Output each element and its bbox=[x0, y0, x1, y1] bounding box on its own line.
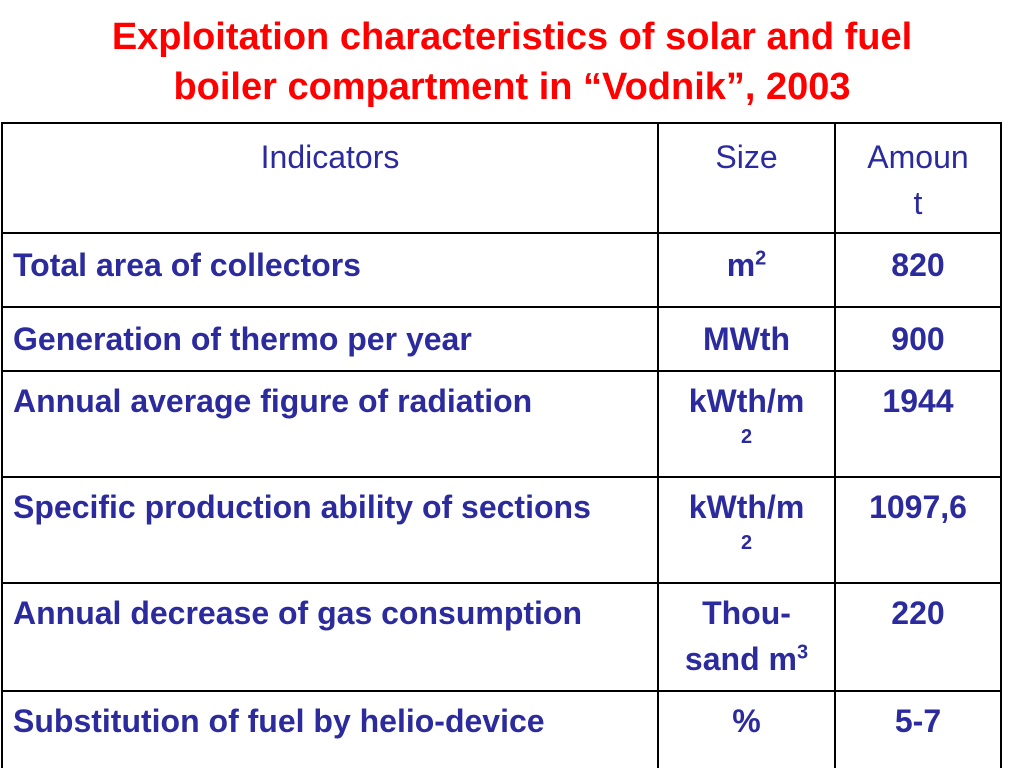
row-size: % bbox=[657, 690, 836, 768]
title-line-1: Exploitation characteristics of solar an… bbox=[111, 16, 913, 58]
row-size: kWth/m 2 bbox=[657, 476, 836, 584]
characteristics-table: Indicators Size Amoun t Total area of co… bbox=[1, 122, 1002, 768]
size-unit: kWth/m bbox=[688, 489, 805, 525]
title-line-2: boiler compartment in “Vodnik”, 2003 bbox=[173, 66, 851, 108]
row-size: m2 bbox=[657, 232, 836, 308]
row-size: MWth bbox=[657, 306, 836, 372]
row-size: Thou- sand m3 bbox=[657, 582, 836, 692]
size-superscript: 2 bbox=[740, 426, 753, 448]
row-amount: 900 bbox=[834, 306, 1002, 372]
row-indicator: Annual decrease of gas consumption bbox=[1, 582, 659, 692]
row-amount: 1097,6 bbox=[834, 476, 1002, 584]
slide-title: Exploitation characteristics of solar an… bbox=[0, 12, 1024, 112]
table-row: Specific production ability of sections … bbox=[1, 476, 1002, 584]
size-unit: m bbox=[726, 247, 756, 283]
table-row: Generation of thermo per year MWth 900 bbox=[1, 306, 1002, 372]
size-superscript: 2 bbox=[755, 247, 767, 270]
table-row: Annual decrease of gas consumption Thou-… bbox=[1, 582, 1002, 692]
header-indicators: Indicators bbox=[1, 122, 659, 234]
size-unit-line-1: Thou- bbox=[702, 595, 791, 631]
row-size: kWth/m 2 bbox=[657, 370, 836, 478]
row-indicator: Annual average figure of radiation bbox=[1, 370, 659, 478]
row-indicator: Specific production ability of sections bbox=[1, 476, 659, 584]
table-row: Substitution of fuel by helio-device % 5… bbox=[1, 690, 1002, 768]
row-amount: 5-7 bbox=[834, 690, 1002, 768]
size-unit: sand m bbox=[684, 641, 797, 677]
header-size: Size bbox=[657, 122, 836, 234]
row-indicator: Substitution of fuel by helio-device bbox=[1, 690, 659, 768]
header-amount-line-1: Amoun bbox=[867, 139, 969, 175]
size-unit-line-2: sand m3 bbox=[669, 636, 824, 682]
header-amount: Amoun t bbox=[834, 122, 1002, 234]
table-row: Total area of collectors m2 820 bbox=[1, 232, 1002, 308]
table-row: Annual average figure of radiation kWth/… bbox=[1, 370, 1002, 478]
row-amount: 1944 bbox=[834, 370, 1002, 478]
size-superscript: 2 bbox=[740, 532, 753, 554]
row-indicator: Generation of thermo per year bbox=[1, 306, 659, 372]
row-amount: 820 bbox=[834, 232, 1002, 308]
size-superscript: 3 bbox=[796, 641, 809, 664]
header-amount-line-2: t bbox=[913, 185, 923, 221]
row-amount: 220 bbox=[834, 582, 1002, 692]
table-header-row: Indicators Size Amoun t bbox=[1, 122, 1002, 234]
row-indicator: Total area of collectors bbox=[1, 232, 659, 308]
size-unit: kWth/m bbox=[688, 383, 805, 419]
